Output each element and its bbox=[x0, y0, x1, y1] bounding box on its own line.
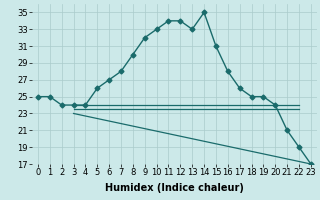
X-axis label: Humidex (Indice chaleur): Humidex (Indice chaleur) bbox=[105, 183, 244, 193]
